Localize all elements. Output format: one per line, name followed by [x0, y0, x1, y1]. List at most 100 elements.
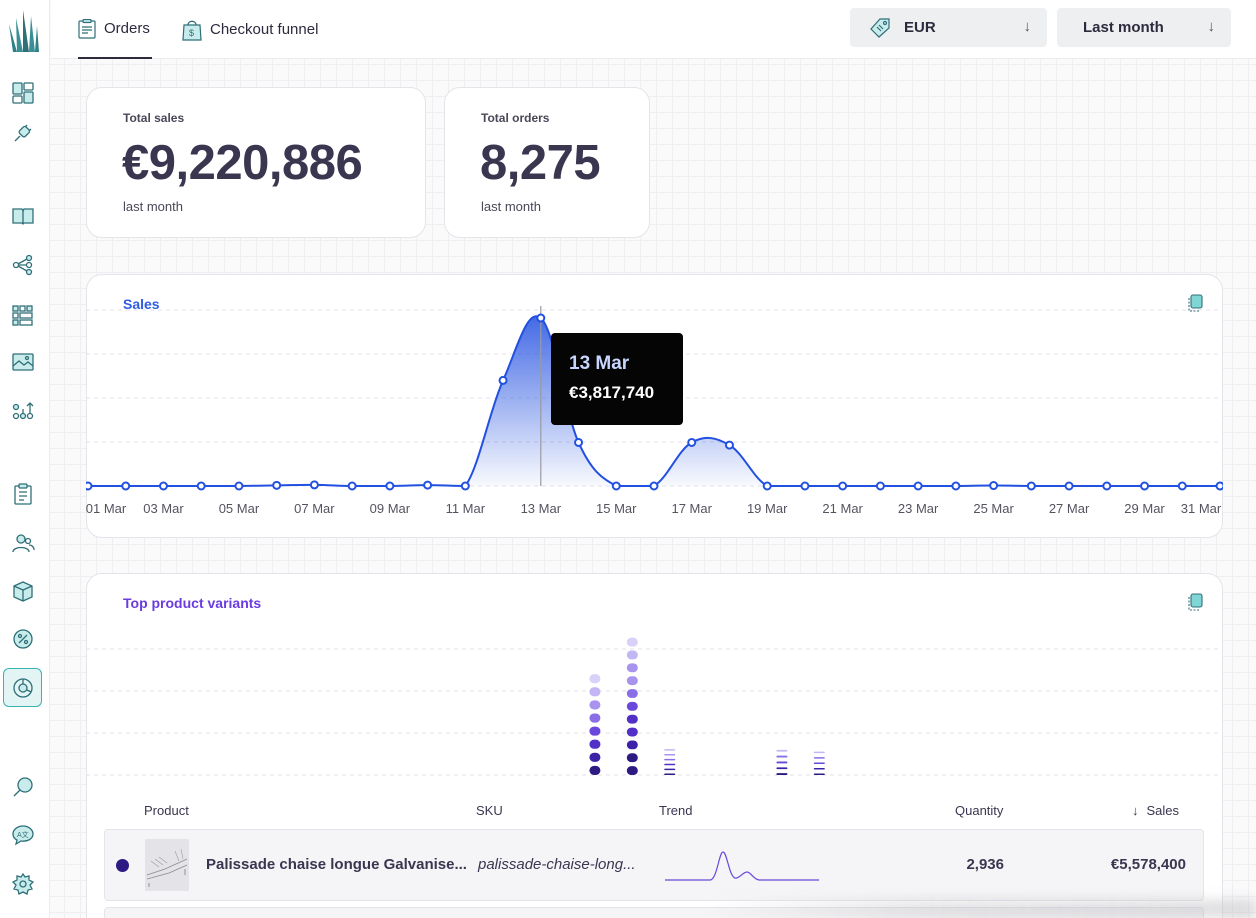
data-point — [1064, 481, 1074, 491]
data-point — [86, 481, 93, 491]
bar-segment — [626, 740, 638, 750]
customers-icon[interactable] — [9, 529, 37, 557]
bar-segment — [626, 701, 638, 711]
data-point — [649, 481, 659, 491]
tooltip-value: €3,817,740 — [569, 383, 655, 402]
scroll-shadow — [700, 900, 1256, 918]
x-tick-label: 31 Mar — [1181, 501, 1222, 516]
x-tick-label: 29 Mar — [1124, 501, 1165, 516]
bar-segment — [776, 767, 788, 770]
settings-icon[interactable] — [9, 870, 37, 898]
translate-icon[interactable]: A文 — [9, 821, 37, 849]
arrow-down-icon: ↓ — [1023, 18, 1032, 35]
currency-select[interactable]: EUR ↓ — [850, 8, 1047, 47]
column-header-quantity[interactable]: Quantity — [955, 803, 1004, 818]
column-header-sales[interactable]: ↓ Sales — [1132, 803, 1179, 818]
dashboard-icon[interactable] — [9, 79, 37, 107]
book-icon[interactable] — [9, 202, 37, 230]
box-icon[interactable] — [9, 577, 37, 605]
bar-segment — [776, 749, 788, 752]
analytics-nav-active[interactable] — [3, 668, 42, 707]
svg-text:A文: A文 — [17, 830, 29, 839]
x-tick-label: 23 Mar — [898, 501, 939, 516]
x-tick-label: 19 Mar — [747, 501, 788, 516]
grid-list-icon[interactable] — [9, 301, 37, 329]
product-thumbnail — [145, 839, 189, 891]
data-point — [234, 481, 244, 491]
bar-segment — [776, 755, 788, 758]
workflow-icon[interactable] — [9, 397, 37, 425]
search-icon[interactable] — [9, 773, 37, 801]
data-point — [309, 480, 319, 490]
product-name[interactable]: Palissade chaise longue Galvanise... — [206, 856, 467, 873]
sales-chart-title: Sales — [123, 296, 160, 312]
copy-icon[interactable] — [1186, 294, 1204, 312]
x-tick-label: 13 Mar — [521, 501, 562, 516]
crystal-logo-icon — [9, 10, 39, 52]
data-point — [687, 437, 697, 447]
x-tick-label: 25 Mar — [973, 501, 1014, 516]
top-variants-title: Top product variants — [123, 595, 262, 611]
x-tick-label: 07 Mar — [294, 501, 335, 516]
x-tick-label: 03 Mar — [143, 501, 184, 516]
bar-segment — [589, 713, 601, 723]
data-point — [800, 481, 810, 491]
series-color-dot — [116, 859, 129, 872]
bar-segment — [589, 765, 601, 775]
table-row[interactable] — [104, 907, 1204, 918]
bar-segment — [664, 758, 676, 761]
data-point — [875, 481, 885, 491]
bar-segment — [664, 768, 676, 771]
shopping-bag-icon: $ — [182, 20, 202, 41]
x-tick-label: 01 Mar — [86, 501, 127, 516]
data-point — [121, 481, 131, 491]
bar-segment — [626, 714, 638, 724]
data-point — [272, 480, 282, 490]
column-header-product[interactable]: Product — [144, 803, 189, 818]
pie-chart-icon — [12, 677, 33, 698]
top-variants-chart — [86, 637, 1223, 776]
bar-segment — [589, 700, 601, 710]
data-point — [536, 313, 546, 323]
bar-segment — [626, 727, 638, 737]
x-tick-label: 11 Mar — [446, 501, 486, 516]
copy-icon[interactable] — [1186, 593, 1204, 611]
svg-text:$: $ — [189, 28, 194, 38]
period-value: Last month — [1083, 19, 1164, 36]
tab-orders-label: Orders — [104, 20, 150, 37]
clipboard-icon[interactable] — [9, 480, 37, 508]
bar-segment — [813, 757, 825, 759]
table-row[interactable]: Palissade chaise longue Galvanise... pal… — [104, 829, 1204, 901]
sidebar: A文 — [0, 0, 50, 918]
bar-segment — [626, 753, 638, 763]
bar-segment — [626, 689, 638, 698]
data-point — [1102, 481, 1112, 491]
network-icon[interactable] — [9, 251, 37, 279]
logo[interactable] — [7, 10, 39, 52]
arrow-down-icon: ↓ — [1132, 803, 1139, 818]
bar-segment — [626, 766, 638, 775]
bar-segment — [813, 768, 825, 770]
x-tick-label: 27 Mar — [1049, 501, 1090, 516]
column-header-sku[interactable]: SKU — [476, 803, 503, 818]
tab-checkout-funnel[interactable]: $ Checkout funnel — [182, 0, 318, 59]
discount-icon[interactable] — [9, 625, 37, 653]
bar-segment — [589, 687, 601, 697]
data-point — [196, 481, 206, 491]
tab-orders[interactable]: Orders — [78, 0, 152, 59]
data-point — [611, 481, 621, 491]
period-select[interactable]: Last month ↓ — [1057, 8, 1231, 47]
x-tick-label: 17 Mar — [671, 501, 712, 516]
kpi-period: last month — [123, 199, 183, 214]
currency-value: EUR — [904, 19, 936, 36]
plug-icon[interactable] — [9, 119, 37, 147]
bar-segment — [626, 650, 638, 660]
column-header-sales-label: Sales — [1146, 803, 1180, 818]
bar-segment — [589, 752, 601, 762]
image-icon[interactable] — [9, 348, 37, 376]
bar-segment — [776, 773, 788, 775]
bar-segment — [813, 762, 825, 765]
bar-segment — [589, 674, 601, 684]
chart-tooltip: 13 Mar €3,817,740 — [551, 333, 683, 425]
data-point — [1140, 481, 1150, 491]
